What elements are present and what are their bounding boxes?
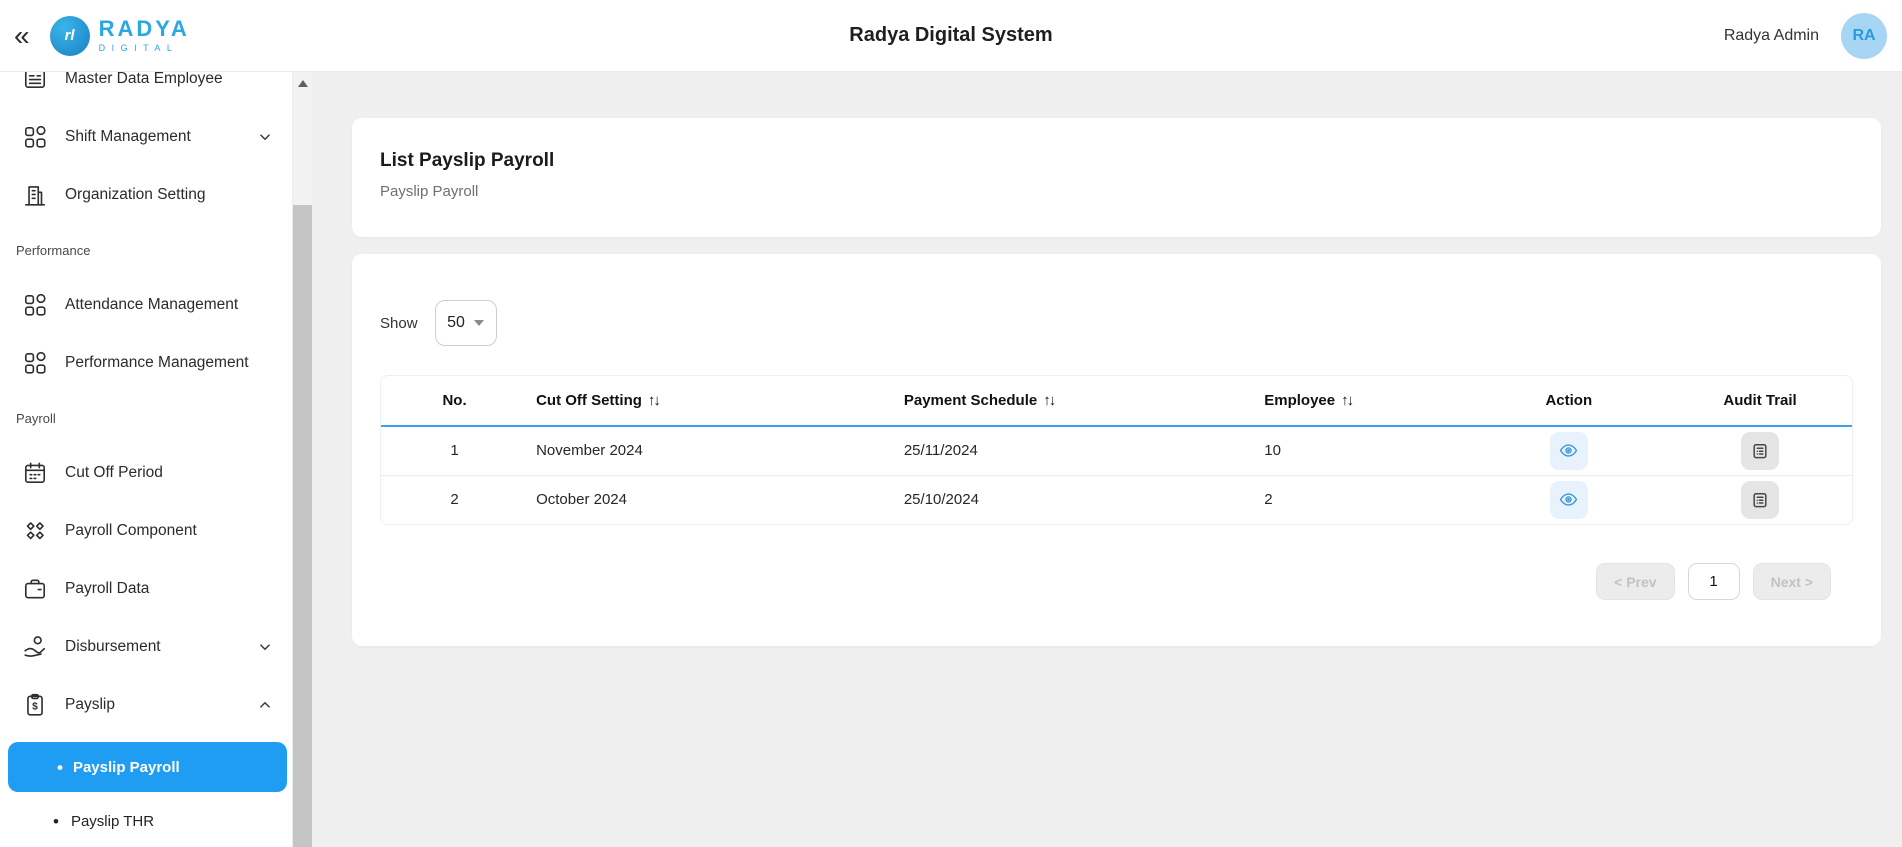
cell-cut-off-setting: November 2024 — [528, 426, 896, 476]
cell-cut-off-setting: October 2024 — [536, 491, 627, 509]
diamonds-icon — [22, 518, 48, 544]
sidebar-section-performance: Performance — [16, 242, 91, 258]
sidebar-collapse-icon[interactable]: « — [14, 19, 30, 51]
sidebar-item-master-data-employee[interactable]: Master Data Employee — [0, 72, 292, 108]
eye-icon — [1559, 441, 1578, 460]
chevron-up-icon — [256, 696, 274, 714]
chevron-down-icon — [256, 128, 274, 146]
audit-log-icon — [1751, 491, 1769, 509]
audit-trail-button[interactable] — [1741, 480, 1780, 519]
sidebar-item-label: Payslip Payroll — [72, 758, 180, 776]
chevron-down-icon — [473, 320, 484, 326]
next-page-button[interactable]: Next > — [1752, 563, 1831, 600]
page-header-card: List Payslip Payroll Payslip Payroll — [352, 118, 1881, 237]
column-header-cut-off-setting[interactable]: Cut Off Setting ↑↓ — [528, 376, 896, 427]
page-title: List Payslip Payroll — [380, 150, 555, 171]
sidebar-item-disbursement[interactable]: Disbursement — [0, 618, 292, 676]
cell-no: 1 — [381, 426, 529, 476]
building-icon — [22, 182, 48, 208]
current-page-box[interactable]: 1 — [1687, 563, 1740, 600]
logo-monogram: rl — [49, 15, 90, 56]
sidebar-item-label: Shift Management — [65, 128, 191, 145]
sidebar-section-payroll: Payroll — [16, 410, 56, 426]
logo-primary-text: RADYA — [98, 16, 190, 41]
payslip-table: No. Cut Off Setting ↑↓ Payment Schedule ↑↓… — [380, 375, 1853, 525]
page-size-select[interactable]: 50 — [434, 300, 497, 346]
avatar[interactable]: RA — [1841, 12, 1887, 59]
column-header-employee[interactable]: Employee ↑↓ — [1256, 376, 1470, 427]
sort-icon[interactable]: ↑↓ — [647, 392, 661, 409]
column-header-audit-trail: Audit Trail — [1668, 376, 1852, 427]
sidebar-item-label: Organization Setting — [65, 186, 206, 203]
cell-payment-schedule: 25/11/2024 — [895, 426, 1257, 476]
sidebar-item-attendance-management[interactable]: Attendance Management — [0, 276, 292, 334]
page-size-value: 50 — [447, 314, 465, 331]
chevron-down-icon — [256, 638, 274, 656]
sort-icon[interactable]: ↑↓ — [1341, 392, 1354, 409]
pagination: < Prev 1 Next > — [380, 563, 1853, 600]
sidebar-item-label: Master Data Employee — [65, 72, 223, 87]
sidebar-item-label: Attendance Management — [65, 296, 239, 313]
sidebar-scrollbar[interactable] — [292, 72, 312, 847]
sidebar-item-label: Payroll Component — [65, 522, 197, 539]
logo-secondary-text: DIGITAL — [98, 43, 179, 53]
column-header-label: Cut Off Setting — [536, 392, 642, 409]
sidebar-item-organization-setting[interactable]: Organization Setting — [0, 166, 292, 224]
cell-employee: 10 — [1256, 426, 1470, 476]
id-card-icon — [22, 72, 48, 92]
sidebar-item-performance-management[interactable]: Performance Management — [0, 334, 292, 392]
sidebar-item-label: Payroll Data — [65, 580, 150, 597]
table-row: 1 November 2024 25/11/2024 10 — [381, 426, 1852, 476]
cell-payment-schedule: 25/10/2024 — [903, 491, 979, 509]
sidebar-item-cut-off-period[interactable]: Cut Off Period — [0, 444, 292, 502]
sidebar-item-payroll-data[interactable]: Payroll Data — [0, 560, 292, 618]
hand-coin-icon — [22, 634, 48, 660]
sidebar-item-label: Disbursement — [65, 638, 161, 655]
calendar-icon — [22, 460, 48, 486]
main-content: List Payslip Payroll Payslip Payroll Sho… — [312, 72, 1902, 847]
table-row: 2 October 2024 25/10/2024 2 — [381, 475, 1852, 524]
bullet-icon: • — [53, 811, 59, 831]
app-logo: rl RADYA DIGITAL — [49, 15, 190, 56]
show-label: Show — [380, 314, 418, 332]
sidebar: Master Data Employee Shift Management Or… — [0, 72, 312, 847]
audit-trail-button[interactable] — [1741, 431, 1780, 470]
column-header-label: Employee — [1264, 392, 1336, 409]
grid-icon — [22, 292, 48, 318]
column-header-label: Payment Schedule — [903, 392, 1038, 409]
app-title: Radya Digital System — [849, 24, 1053, 46]
bullet-icon: • — [57, 757, 63, 777]
grid-icon — [22, 124, 48, 150]
view-button[interactable] — [1549, 480, 1588, 519]
briefcase-icon — [22, 576, 48, 602]
sidebar-item-payslip[interactable]: Payslip — [0, 676, 292, 734]
sidebar-item-payslip-payroll[interactable]: • Payslip Payroll — [8, 742, 287, 792]
scrollbar-thumb[interactable] — [293, 205, 312, 847]
sidebar-item-shift-management[interactable]: Shift Management — [0, 108, 292, 166]
app-header: « rl RADYA DIGITAL Radya Digital System … — [0, 0, 1902, 72]
audit-log-icon — [1751, 442, 1769, 460]
grid-icon — [22, 350, 48, 376]
column-header-payment-schedule[interactable]: Payment Schedule ↑↓ — [895, 376, 1257, 427]
prev-page-button[interactable]: < Prev — [1596, 563, 1675, 600]
page-subtitle: Payslip Payroll — [380, 183, 479, 200]
sort-icon[interactable]: ↑↓ — [1043, 392, 1056, 409]
payslip-icon — [22, 692, 48, 718]
sidebar-item-label: Payslip THR — [70, 812, 155, 830]
column-header-no: No. — [381, 376, 529, 427]
sidebar-item-label: Cut Off Period — [65, 464, 163, 481]
scrollbar-up-arrow-icon[interactable] — [297, 80, 308, 87]
sidebar-item-label: Performance Management — [65, 354, 249, 371]
table-header-row: No. Cut Off Setting ↑↓ Payment Schedule ↑↓… — [381, 376, 1852, 427]
table-card: Show 50 No. Cut Off — [352, 254, 1881, 646]
cell-employee: 2 — [1264, 491, 1273, 509]
eye-icon — [1559, 490, 1578, 509]
user-name: Radya Admin — [1723, 26, 1819, 44]
column-header-action: Action — [1469, 376, 1669, 427]
view-button[interactable] — [1549, 431, 1588, 470]
sidebar-item-label: Payslip — [65, 696, 115, 713]
sidebar-item-payslip-thr[interactable]: • Payslip THR — [0, 792, 292, 847]
sidebar-item-payroll-component[interactable]: Payroll Component — [0, 502, 292, 560]
cell-no: 2 — [450, 491, 459, 509]
